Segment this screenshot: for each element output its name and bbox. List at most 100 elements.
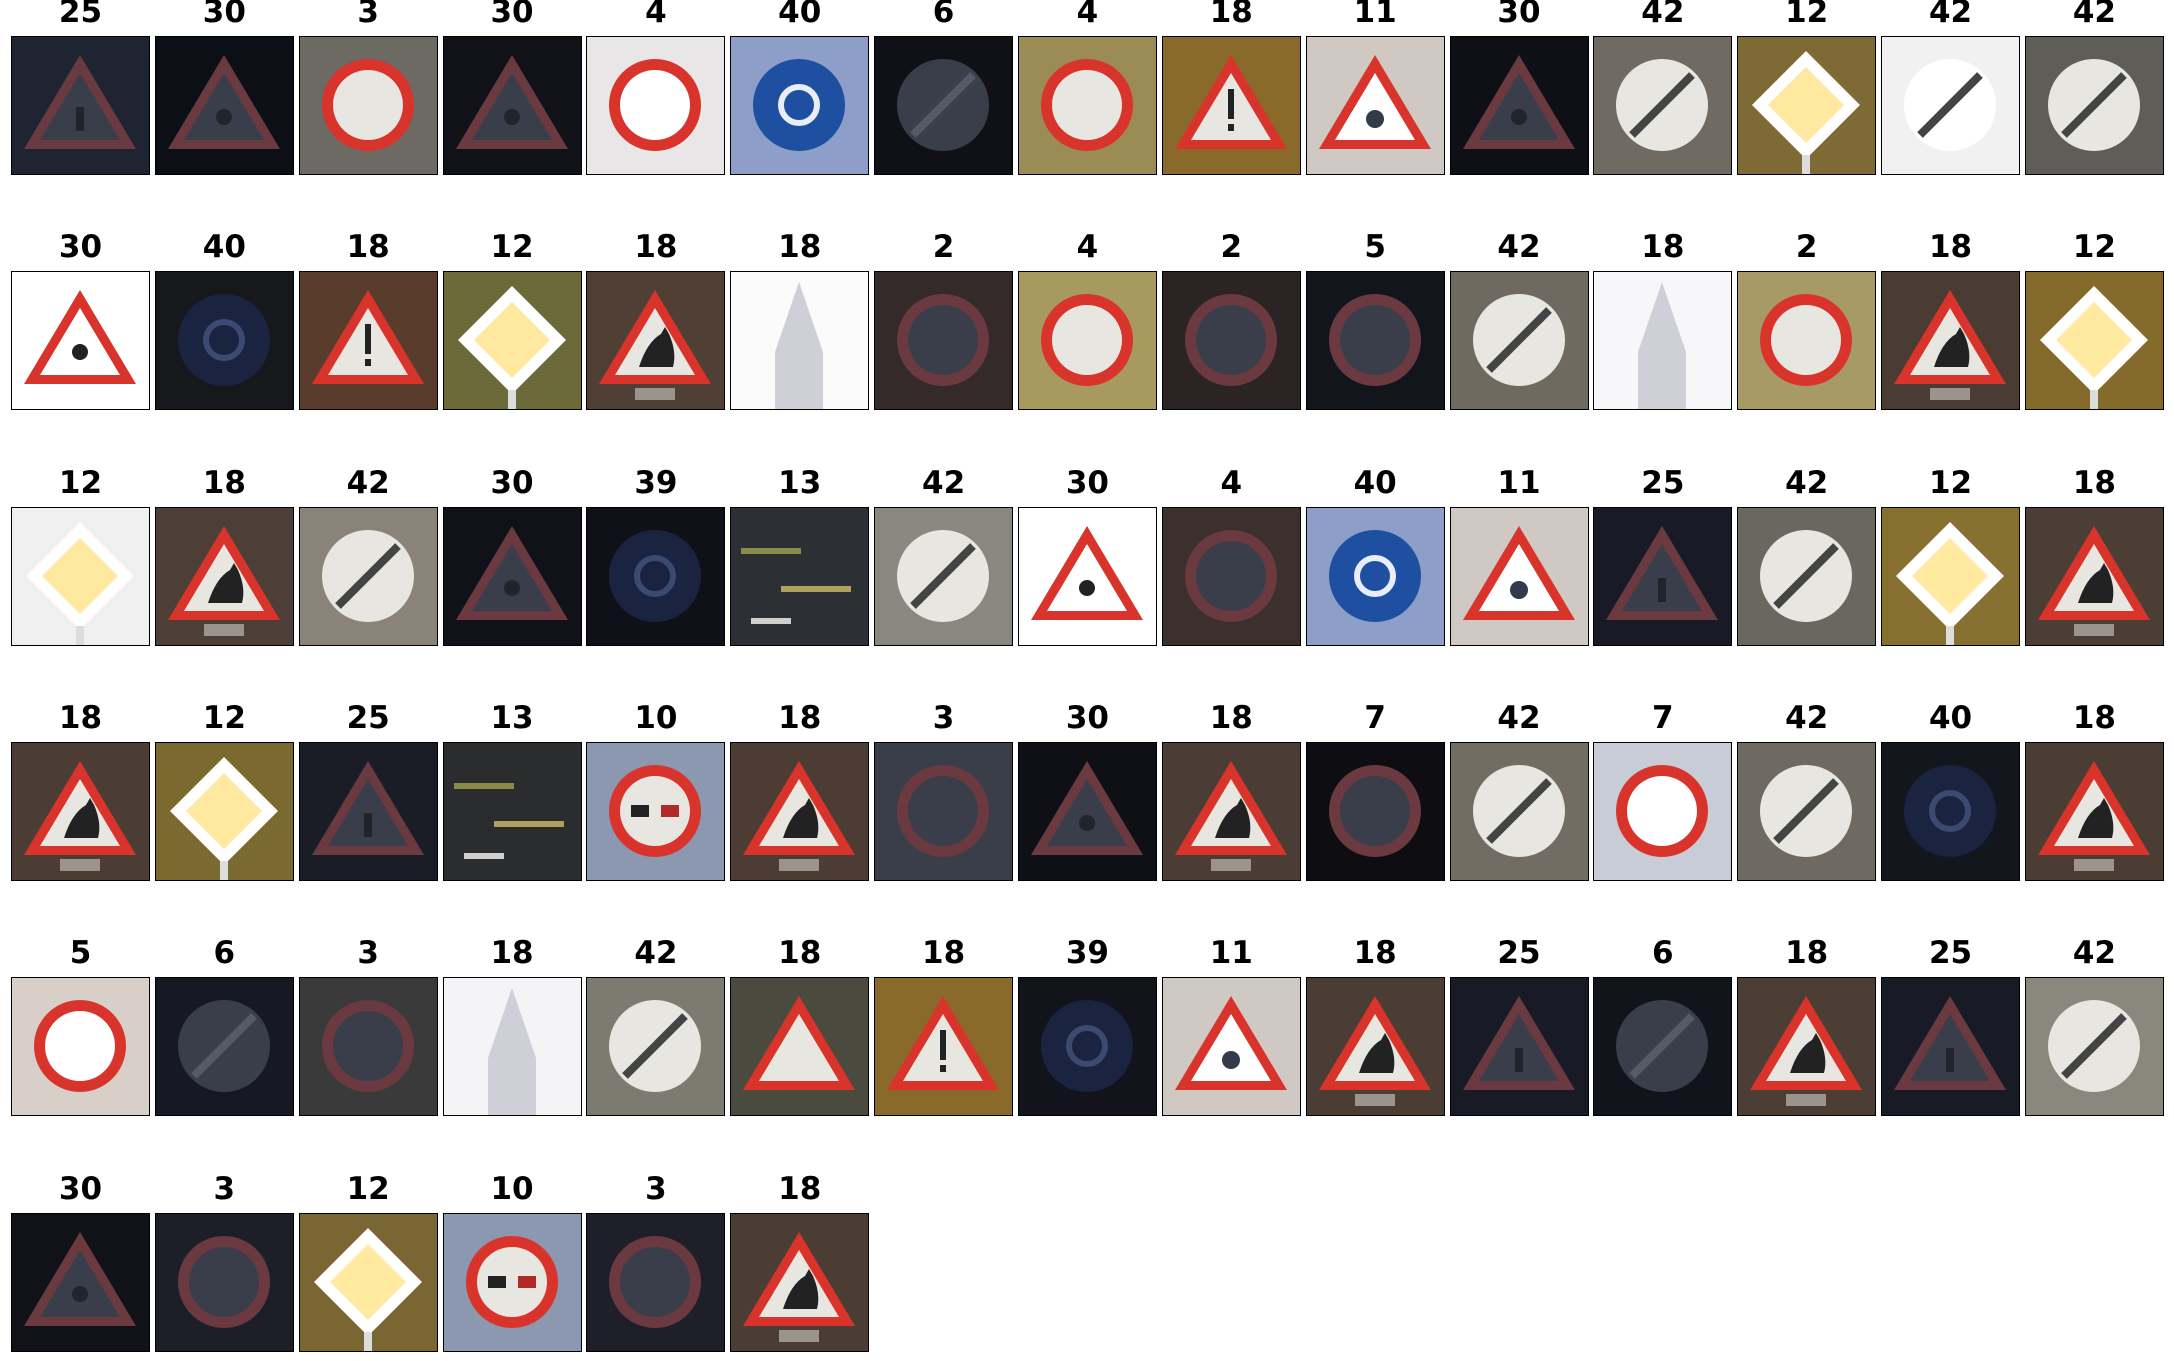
sign-image <box>874 506 1014 646</box>
class-label: 18 <box>778 229 822 266</box>
sign-image <box>1161 36 1301 175</box>
class-label: 4 <box>1220 464 1243 501</box>
class-label: 6 <box>1652 935 1674 972</box>
class-label: 4 <box>1076 229 1099 266</box>
sign-image <box>874 977 1014 1117</box>
class-label: 40 <box>778 0 822 30</box>
sign-image <box>1881 977 2021 1117</box>
sign-image <box>154 36 294 175</box>
class-label: 18 <box>1928 229 1973 266</box>
sign-image <box>586 36 726 175</box>
sign-image <box>1881 36 2021 175</box>
class-label: 40 <box>202 229 246 266</box>
class-label: 18 <box>202 464 246 501</box>
class-label: 4 <box>1076 0 1099 30</box>
sign-image <box>1017 977 1157 1117</box>
sign-image <box>730 506 870 646</box>
sign-image <box>1161 506 1301 646</box>
class-label: 5 <box>1364 229 1386 266</box>
sign-image <box>874 36 1014 175</box>
class-label: 18 <box>346 229 390 266</box>
class-label: 40 <box>1928 699 1973 736</box>
class-label: 3 <box>645 1170 667 1207</box>
sign-image <box>1737 506 1877 646</box>
class-label: 18 <box>634 229 678 266</box>
class-label: 18 <box>1353 935 1397 972</box>
sign-image <box>874 271 1014 411</box>
sign-image <box>1449 36 1589 175</box>
sign-image <box>2024 36 2164 175</box>
class-label: 12 <box>2072 229 2116 266</box>
class-label: 5 <box>69 935 92 972</box>
sign-image <box>298 271 438 411</box>
class-label: 18 <box>2072 464 2116 501</box>
class-label: 3 <box>213 1170 236 1207</box>
class-label: 30 <box>490 464 534 501</box>
class-label: 18 <box>2072 699 2116 736</box>
sign-image <box>154 741 294 881</box>
class-label: 7 <box>1364 699 1386 736</box>
class-label: 12 <box>490 229 534 266</box>
sign-image <box>298 36 438 175</box>
class-label: 42 <box>634 935 678 972</box>
class-label: 30 <box>58 1170 103 1207</box>
class-label: 18 <box>778 699 822 736</box>
sign-image <box>1305 741 1445 881</box>
sign-image <box>586 271 726 411</box>
sign-image <box>1593 741 1733 881</box>
sign-image <box>11 271 150 411</box>
class-label: 30 <box>1497 0 1541 30</box>
sign-image <box>1593 36 1733 175</box>
class-label: 18 <box>778 935 822 972</box>
class-label: 6 <box>932 0 955 30</box>
sign-image <box>1593 271 1733 411</box>
class-label: 11 <box>1353 0 1397 30</box>
sign-image <box>298 977 438 1117</box>
class-label: 30 <box>1065 699 1109 736</box>
sign-image <box>730 271 870 411</box>
class-label: 42 <box>1641 0 1685 30</box>
sign-image <box>442 271 582 411</box>
class-label: 18 <box>778 1170 822 1207</box>
class-label: 2 <box>932 229 955 266</box>
sign-image <box>1593 977 1733 1117</box>
sign-image <box>1449 741 1589 881</box>
sign-image <box>2024 506 2164 646</box>
class-label: 42 <box>1497 699 1541 736</box>
sign-image <box>154 506 294 646</box>
sign-image <box>1593 506 1733 646</box>
class-label: 10 <box>634 699 678 736</box>
sign-image <box>442 506 582 646</box>
sign-image <box>1881 506 2021 646</box>
class-label: 42 <box>1928 0 1973 30</box>
sign-image <box>1737 271 1877 411</box>
sign-image <box>11 977 150 1117</box>
class-label: 12 <box>202 699 246 736</box>
class-label: 25 <box>1928 935 1973 972</box>
sign-image <box>154 271 294 411</box>
sign-image <box>1881 741 2021 881</box>
sign-image <box>1305 271 1445 411</box>
sign-image <box>730 977 870 1117</box>
sign-image <box>154 977 294 1117</box>
sign-image <box>586 977 726 1117</box>
class-label: 7 <box>1652 699 1674 736</box>
class-label: 6 <box>213 935 236 972</box>
sign-image <box>298 506 438 646</box>
sign-image <box>442 977 582 1117</box>
sign-image <box>11 1212 150 1352</box>
sign-image <box>11 506 150 646</box>
class-label: 30 <box>58 229 103 266</box>
class-label: 30 <box>202 0 246 30</box>
class-label: 12 <box>1928 464 1973 501</box>
sign-image <box>11 36 150 175</box>
sign-image <box>1737 977 1877 1117</box>
class-label: 2 <box>1795 229 1818 266</box>
class-label: 42 <box>922 464 966 501</box>
class-label: 3 <box>932 699 955 736</box>
class-label: 40 <box>1353 464 1397 501</box>
class-label: 42 <box>1785 699 1829 736</box>
sign-image <box>1305 36 1445 175</box>
class-label: 12 <box>1785 0 1829 30</box>
sign-image <box>1161 977 1301 1117</box>
